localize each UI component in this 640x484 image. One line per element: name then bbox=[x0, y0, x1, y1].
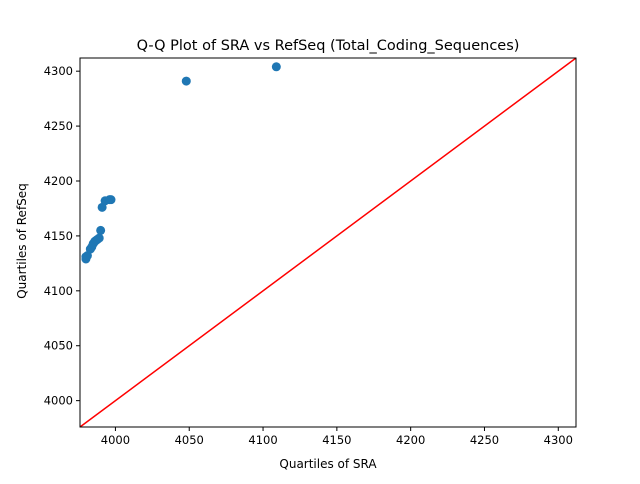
data-point bbox=[106, 195, 116, 205]
data-point bbox=[94, 233, 104, 243]
y-tick-label: 4300 bbox=[44, 64, 73, 78]
y-tick-label: 4000 bbox=[44, 394, 73, 408]
x-tick-label: 4000 bbox=[101, 433, 130, 447]
x-tick-label: 4300 bbox=[544, 433, 573, 447]
y-axis-label: Quartiles of RefSeq bbox=[15, 183, 29, 299]
y-axis-ticks: 4000 4050 4100 4150 4200 4250 4300 bbox=[44, 64, 80, 408]
y-tick-label: 4200 bbox=[44, 174, 73, 188]
chart-title: Q-Q Plot of SRA vs RefSeq (Total_Coding_… bbox=[137, 38, 520, 54]
x-axis-label: Quartiles of SRA bbox=[279, 457, 377, 471]
data-point bbox=[271, 62, 281, 72]
x-axis-ticks: 4000 4050 4100 4150 4200 4250 4300 bbox=[101, 427, 573, 447]
plot-area bbox=[79, 57, 577, 428]
x-tick-label: 4150 bbox=[322, 433, 351, 447]
data-point bbox=[96, 225, 106, 235]
x-tick-label: 4200 bbox=[396, 433, 425, 447]
reference-line-layer bbox=[79, 57, 577, 428]
y-tick-label: 4250 bbox=[44, 119, 73, 133]
x-tick-label: 4050 bbox=[175, 433, 204, 447]
y-tick-label: 4150 bbox=[44, 229, 73, 243]
x-tick-label: 4250 bbox=[470, 433, 499, 447]
points-layer bbox=[81, 62, 281, 264]
x-tick-label: 4100 bbox=[248, 433, 277, 447]
y-tick-label: 4100 bbox=[44, 284, 73, 298]
data-point bbox=[181, 76, 191, 86]
y-tick-label: 4050 bbox=[44, 339, 73, 353]
axes-frame bbox=[79, 57, 577, 428]
reference-line bbox=[79, 57, 577, 428]
